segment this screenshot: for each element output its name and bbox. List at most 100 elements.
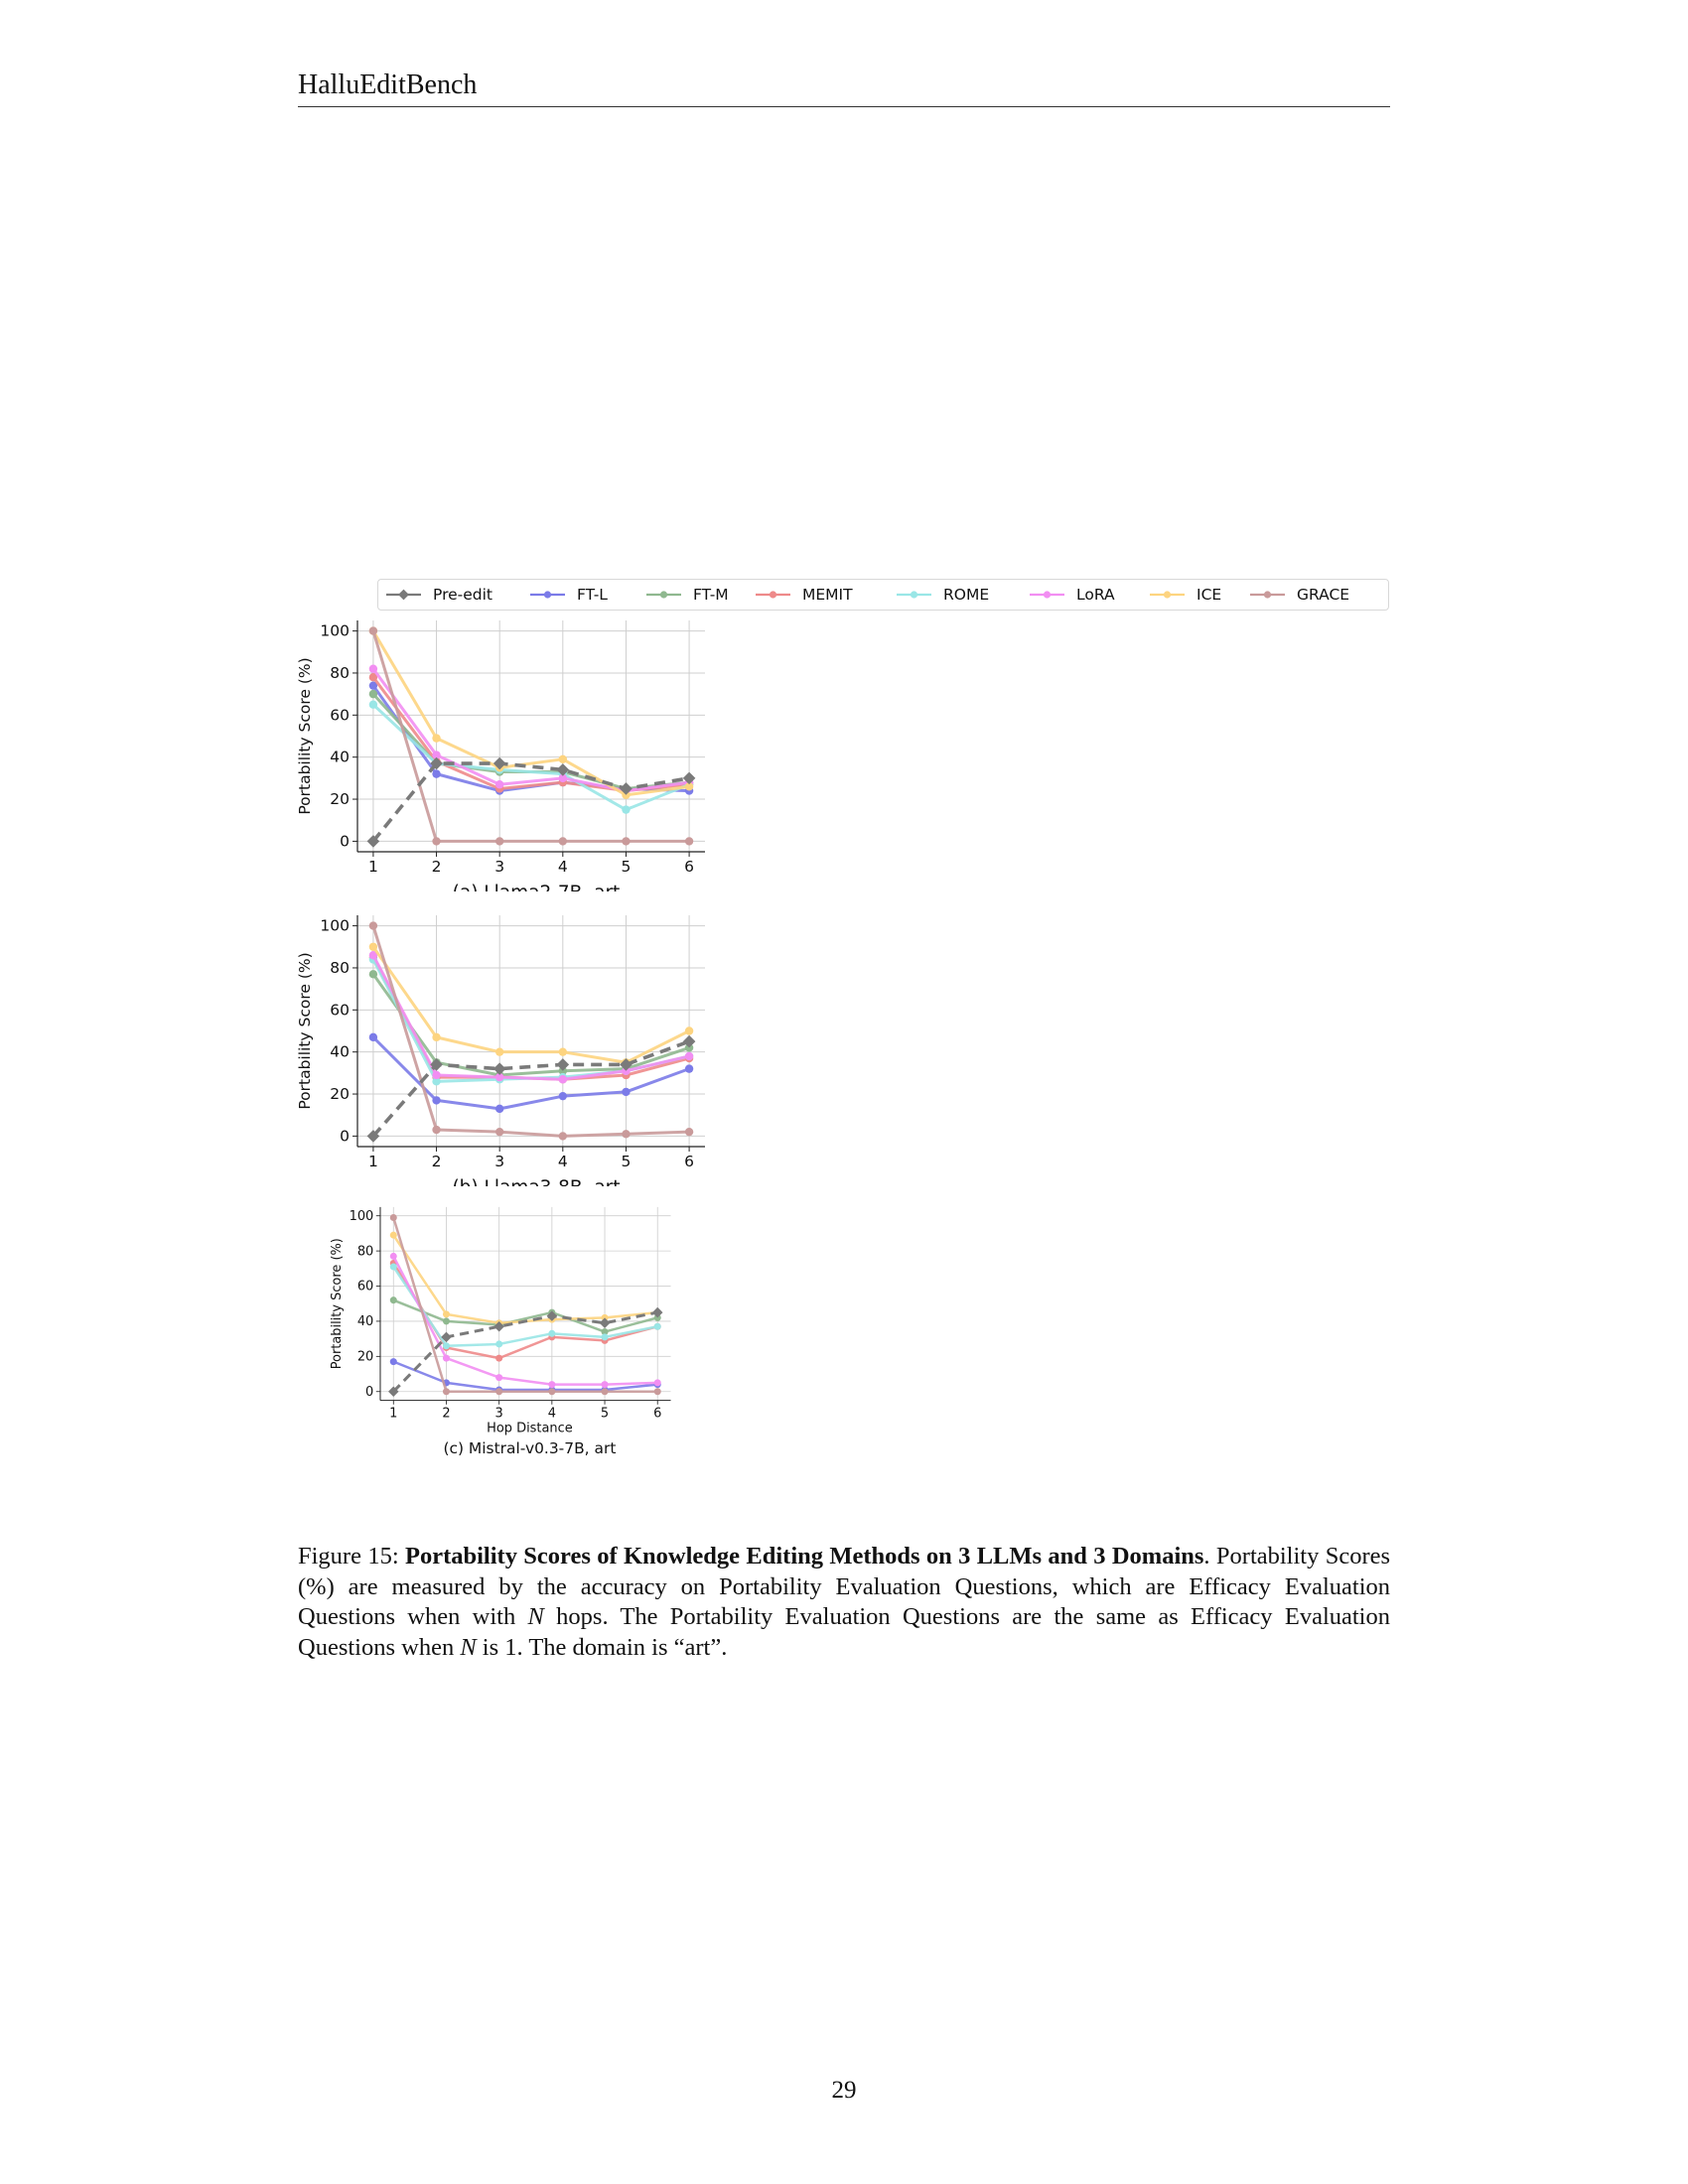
series-rome [389, 1263, 661, 1350]
legend-label-pre-edit: Pre-edit [433, 586, 492, 604]
data-point-ft-m [368, 970, 378, 979]
data-point-ft-m [389, 1297, 397, 1304]
series-line-pre-edit [371, 1039, 690, 1138]
x-tick-label: 4 [548, 1406, 556, 1421]
y-tick-label: 40 [330, 1043, 350, 1061]
chart-b-llama3-8b: 0 20 40 60 80 100 1 2 3 4 5 6 Portability Score (%) (… [296, 915, 705, 1186]
data-point-ft-l [622, 1087, 631, 1097]
series-line-grace [371, 925, 690, 1138]
data-point-pre-edit [682, 1034, 696, 1048]
legend-entry-ft-l: FT-L [530, 586, 608, 604]
series-line-memit [371, 956, 690, 1081]
data-point-ft-l [368, 681, 378, 690]
page-number: 29 [831, 2077, 857, 2104]
series-lora [368, 951, 694, 1084]
series-line-ft-m [371, 973, 690, 1077]
data-point-ice [622, 790, 631, 800]
caption-text-1: Portability Scores (%) are measured by t… [298, 1543, 1391, 1630]
data-point-rome [622, 805, 631, 814]
y-axis-label: Portability Score (%) [296, 657, 314, 814]
data-point-pre-edit [556, 763, 570, 776]
caption-n-1: N [527, 1603, 544, 1630]
data-point-rome [601, 1333, 609, 1341]
data-point-lora [432, 751, 441, 759]
data-point-ice [442, 1310, 450, 1318]
caption-label: Figure 15: [298, 1543, 399, 1570]
data-point-ice [601, 1313, 609, 1321]
legend-entry-lora: LoRA [1030, 586, 1115, 604]
data-point-grace [368, 626, 378, 635]
series-line-lora [371, 667, 690, 793]
y-tick-label: 20 [357, 1350, 373, 1365]
legend-marker-ft-l [543, 591, 552, 599]
data-point-grace [494, 837, 504, 846]
data-point-grace [558, 1132, 568, 1141]
legend-label-ft-l: FT-L [577, 586, 608, 604]
series-pre-edit [366, 1034, 696, 1143]
data-point-rome [548, 1329, 556, 1337]
legend-marker-grace [1263, 591, 1272, 599]
legend-label-memit: MEMIT [802, 586, 853, 604]
legend-marker-ice [1163, 591, 1172, 599]
legend: Pre-edit FT-L FT-M MEMIT ROME LoRA ICE GRACE [377, 579, 1389, 611]
x-tick-label: 3 [494, 1153, 504, 1170]
data-point-grace [653, 1388, 661, 1396]
data-point-pre-edit [546, 1310, 558, 1321]
data-point-memit [368, 672, 378, 682]
data-point-memit [495, 1354, 503, 1362]
data-point-pre-edit [682, 771, 696, 785]
data-point-grace [548, 1388, 556, 1396]
data-point-lora [684, 1051, 694, 1061]
caption-title: Portability Scores of Knowledge Editing … [404, 1543, 1204, 1570]
caption-period: . [1203, 1543, 1210, 1570]
x-axis-label: Hop Distance [487, 1421, 573, 1435]
series-line-lora [392, 1255, 658, 1386]
data-point-grace [442, 1388, 450, 1396]
data-point-pre-edit [492, 1062, 506, 1075]
data-point-pre-edit [651, 1306, 663, 1318]
x-tick-label: 5 [601, 1406, 609, 1421]
y-tick-label: 40 [357, 1314, 373, 1329]
data-point-ice [684, 782, 694, 791]
series-line-grace [371, 630, 690, 843]
data-point-pre-edit [620, 1058, 633, 1071]
legend-label-lora: LoRA [1076, 586, 1115, 604]
data-point-ft-m [368, 689, 378, 699]
legend-entry-ft-m: FT-M [646, 586, 729, 604]
data-point-ft-m [684, 1043, 694, 1052]
series-grace [368, 921, 694, 1141]
data-point-lora [495, 1374, 503, 1382]
data-point-ft-m [601, 1328, 609, 1336]
x-tick-label: 4 [558, 858, 568, 876]
x-tick-label: 5 [622, 858, 632, 876]
data-point-ft-l [494, 1104, 504, 1114]
x-tick-label: 6 [684, 1153, 694, 1170]
y-tick-label: 100 [320, 917, 350, 935]
y-tick-label: 80 [330, 959, 350, 977]
data-point-ft-m [442, 1317, 450, 1325]
data-point-lora [558, 773, 568, 783]
data-point-grace [684, 1127, 694, 1137]
legend-entry-memit: MEMIT [756, 586, 853, 604]
legend-label-rome: ROME [943, 586, 989, 604]
data-point-ft-l [684, 1064, 694, 1073]
data-point-grace [494, 1127, 504, 1137]
data-point-pre-edit [366, 835, 380, 848]
data-point-rome [653, 1322, 661, 1330]
data-point-grace [495, 1388, 503, 1396]
y-tick-label: 80 [330, 664, 350, 682]
series-line-pre-edit [392, 1310, 658, 1393]
figure-caption: Figure 15: Portability Scores of Knowled… [298, 1542, 1390, 1663]
series-grace [368, 626, 694, 846]
data-point-lora [558, 1075, 568, 1084]
legend-marker-rome [910, 591, 918, 599]
data-point-ice [368, 942, 378, 951]
legend-entry-ice: ICE [1150, 586, 1221, 604]
data-point-grace [622, 1130, 631, 1139]
y-tick-label: 60 [357, 1280, 373, 1295]
y-tick-label: 20 [330, 1085, 350, 1103]
x-tick-label: 3 [494, 858, 504, 876]
chart-a-llama2-7b: 0 20 40 60 80 100 1 2 3 4 5 6 Portability Score (%) (… [296, 620, 705, 891]
series-grace [389, 1213, 661, 1396]
chart-title: (a) Llama2-7B, art [453, 883, 621, 891]
